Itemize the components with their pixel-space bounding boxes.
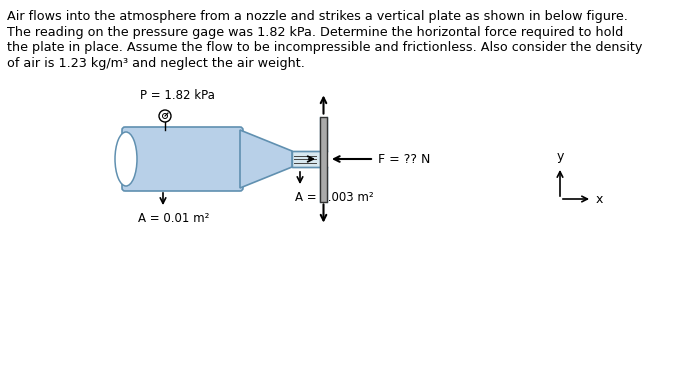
Bar: [292, 151, 320, 167]
Text: P = 1.82 kPa: P = 1.82 kPa: [140, 89, 215, 102]
Text: x: x: [596, 193, 603, 205]
Circle shape: [159, 110, 171, 122]
Text: The reading on the pressure gage was 1.82 kPa. Determine the horizontal force re: The reading on the pressure gage was 1.8…: [7, 25, 623, 39]
Text: Air flows into the atmosphere from a nozzle and strikes a vertical plate as show: Air flows into the atmosphere from a noz…: [7, 10, 628, 23]
Polygon shape: [240, 130, 292, 188]
Text: A = 0.003 m²: A = 0.003 m²: [295, 191, 374, 204]
Ellipse shape: [115, 132, 137, 186]
Text: A = 0.01 m²: A = 0.01 m²: [138, 212, 209, 225]
Text: the plate in place. Assume the flow to be incompressible and frictionless. Also : the plate in place. Assume the flow to b…: [7, 41, 643, 54]
Circle shape: [162, 113, 167, 119]
FancyBboxPatch shape: [122, 127, 243, 191]
Text: y: y: [556, 150, 564, 163]
Bar: [320, 116, 327, 202]
Text: F = ?? N: F = ?? N: [378, 153, 430, 166]
Text: of air is 1.23 kg/m³ and neglect the air weight.: of air is 1.23 kg/m³ and neglect the air…: [7, 56, 305, 70]
